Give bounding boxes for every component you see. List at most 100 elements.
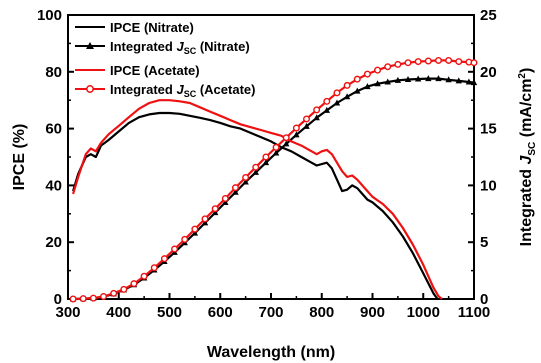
data-point <box>181 235 189 243</box>
data-point <box>354 87 361 94</box>
series-line <box>73 77 475 301</box>
data-point <box>110 289 118 297</box>
data-point <box>262 159 270 166</box>
data-point <box>140 272 148 280</box>
y2-tick-label: 15 <box>480 121 497 138</box>
data-point <box>313 114 320 121</box>
x-tick-label: 1000 <box>407 304 440 321</box>
y2-axis-title: Integrated JSC (mA/cm2) <box>517 68 538 247</box>
data-point <box>171 245 179 253</box>
y-axis-title: IPCE (%) <box>11 124 28 191</box>
data-point <box>130 280 138 288</box>
legend-label-ipce-nitrate: IPCE (Nitrate) <box>110 20 194 35</box>
y2-tick-label: 25 <box>480 7 497 24</box>
data-point <box>404 59 412 67</box>
x-tick-label: 300 <box>55 304 80 321</box>
series-line <box>72 111 439 300</box>
x-tick-label: 800 <box>309 304 334 321</box>
legend-entry-jsc-nitrate: Integrated JSC (Nitrate) <box>75 39 250 56</box>
data-point <box>343 81 351 89</box>
data-point <box>374 66 382 74</box>
data-point <box>282 134 290 142</box>
data-point <box>69 295 77 303</box>
data-point <box>252 163 260 171</box>
y2-title-italic: J <box>518 155 535 165</box>
legend-entry-jsc-acetate: Integrated JSC (Acetate) <box>75 82 255 99</box>
legend-label-jsc-acetate-suffix: (Acetate) <box>196 82 255 97</box>
legend-entry-ipce-nitrate: IPCE (Nitrate) <box>75 20 194 35</box>
series-line <box>72 99 443 300</box>
data-point <box>455 77 462 84</box>
legend: IPCE (Nitrate) Integrated JSC (Nitrate) … <box>75 20 255 99</box>
data-point <box>272 143 280 151</box>
data-point <box>313 106 321 114</box>
y2-tick-label: 5 <box>480 234 488 251</box>
data-point <box>384 63 392 71</box>
data-point <box>150 264 158 272</box>
y2-title-suffix: (mA/cm <box>518 79 535 142</box>
y-tick-label: 0 <box>54 291 62 308</box>
x-tick-label: 700 <box>258 304 283 321</box>
data-point <box>435 75 442 82</box>
data-point <box>232 188 239 195</box>
y2-tick-label: 10 <box>480 177 497 194</box>
data-point <box>323 97 331 105</box>
data-point <box>303 115 311 123</box>
legend-label-jsc-nitrate-suffix: (Nitrate) <box>196 39 249 54</box>
data-point <box>465 78 473 85</box>
x-axis: 300 400 500 600 700 800 900 1000 1100 <box>55 293 490 321</box>
data-point <box>384 78 391 85</box>
y2-title-prefix: Integrated <box>518 165 535 247</box>
data-point <box>242 173 250 181</box>
data-point <box>343 93 351 100</box>
data-point <box>455 58 463 66</box>
data-point <box>374 80 381 87</box>
data-point <box>221 194 229 202</box>
data-point <box>160 255 168 263</box>
y-tick-label: 60 <box>45 121 62 138</box>
legend-entry-ipce-acetate: IPCE (Acetate) <box>75 63 200 78</box>
data-point <box>79 295 87 303</box>
data-point <box>394 60 402 68</box>
y-tick-label: 100 <box>37 7 62 24</box>
legend-label-jsc-nitrate: Integrated JSC (Nitrate) <box>110 39 250 56</box>
legend-marker-triangle <box>86 42 94 49</box>
y2-tick-label: 20 <box>480 64 497 81</box>
y2-tick-label: 0 <box>480 291 488 308</box>
data-point <box>191 225 199 233</box>
data-point <box>434 56 442 64</box>
series-layer <box>69 56 478 303</box>
data-point <box>89 294 97 302</box>
data-point <box>211 205 219 213</box>
x-tick-label: 500 <box>157 304 182 321</box>
data-point <box>353 75 361 83</box>
data-point <box>414 75 422 82</box>
data-point <box>242 178 249 185</box>
x-axis-title: Wavelength (nm) <box>207 344 335 361</box>
data-point <box>231 184 239 192</box>
x-tick-label: 400 <box>106 304 131 321</box>
y-tick-label: 20 <box>45 234 62 251</box>
y2-title-sup: 2 <box>517 73 528 79</box>
data-point <box>293 131 300 138</box>
data-point <box>414 58 422 66</box>
data-point <box>445 76 452 83</box>
legend-label-jsc-acetate-prefix: Integrated <box>110 82 176 97</box>
data-point <box>424 57 432 65</box>
y-axis-left: 0 20 40 60 80 100 <box>37 7 74 308</box>
y-tick-label: 40 <box>45 177 62 194</box>
series-2 <box>72 99 443 300</box>
legend-label-jsc-acetate-italic: J <box>176 82 184 97</box>
data-point <box>252 168 259 175</box>
data-point <box>292 124 300 132</box>
data-point <box>470 59 478 67</box>
data-point <box>364 83 371 90</box>
legend-label-jsc-nitrate-sub: SC <box>184 46 197 56</box>
data-point <box>323 106 331 113</box>
series-1 <box>69 75 478 302</box>
data-point <box>425 75 432 82</box>
data-point <box>120 285 128 293</box>
data-point <box>201 215 209 223</box>
data-point <box>394 76 402 83</box>
data-point <box>283 140 290 147</box>
